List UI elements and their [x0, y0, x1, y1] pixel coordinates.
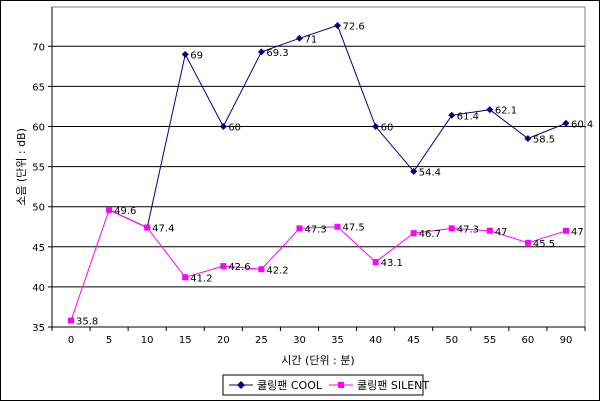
x-tick-label: 10 [141, 335, 154, 346]
x-tick-label: 30 [293, 335, 306, 346]
series-0-point [448, 111, 456, 119]
data-label-series-1: 41.2 [190, 273, 212, 284]
series-0-point [524, 135, 532, 143]
series-0-point [410, 167, 418, 175]
series-1-point [68, 317, 75, 324]
y-tick-label: 45 [32, 243, 45, 254]
series-0-point [562, 119, 570, 127]
x-tick-label: 25 [255, 335, 268, 346]
series-1-point [296, 225, 303, 232]
series-1-point [334, 223, 341, 230]
x-axis-title: 시간 (단위 : 분) [281, 354, 354, 367]
data-label-series-0: 69.3 [266, 48, 288, 59]
x-tick-label: 90 [560, 335, 573, 346]
data-label-series-1: 47.4 [152, 224, 174, 235]
data-label-series-1: 47 [495, 227, 508, 238]
x-tick-label: 45 [407, 335, 420, 346]
x-tick-label: 60 [522, 335, 535, 346]
series-0-point [372, 122, 380, 130]
y-tick-label: 35 [32, 323, 45, 334]
series-1-point [144, 224, 151, 231]
legend-silent-label: 쿨링팬 SILENT [357, 379, 429, 392]
series-0-point [334, 21, 342, 29]
data-label-series-0: 69 [190, 50, 203, 61]
data-label-series-0: 54.4 [419, 167, 441, 178]
data-label-series-1: 46.7 [419, 229, 441, 240]
x-tick-label: 40 [369, 335, 382, 346]
x-tick-label: 20 [217, 335, 230, 346]
x-tick-label: 35 [331, 335, 344, 346]
y-tick-label: 70 [32, 42, 45, 53]
data-label-series-1: 47.3 [457, 224, 479, 235]
series-1-point [524, 239, 531, 246]
y-tick-label: 60 [32, 122, 45, 133]
series-1-point [258, 266, 265, 273]
series-0-point [219, 122, 227, 130]
x-tick-label: 0 [68, 335, 74, 346]
series-1-point [372, 259, 379, 266]
data-label-series-1: 49.6 [114, 206, 136, 217]
series-1-point [448, 225, 455, 232]
series-1-point [562, 227, 569, 234]
data-label-series-0: 60 [228, 122, 241, 133]
data-label-series-0: 72.6 [343, 21, 365, 32]
x-tick-label: 55 [483, 335, 496, 346]
data-label-series-0: 62.1 [495, 106, 517, 117]
x-tick-label: 15 [179, 335, 192, 346]
series-0-point [181, 50, 189, 58]
data-label-series-1: 42.6 [228, 262, 250, 273]
series-1-point [106, 206, 113, 213]
legend-cool-marker [237, 381, 245, 389]
data-label-series-1: 45.5 [533, 239, 555, 250]
y-tick-label: 50 [32, 203, 45, 214]
series-layer [68, 21, 570, 324]
y-axis-title: 소음 (단위 : dB) [15, 128, 28, 206]
x-tick-label: 5 [106, 335, 112, 346]
legend-silent-marker [338, 382, 344, 388]
data-label-series-1: 47 [571, 227, 584, 238]
data-label-series-1: 42.2 [266, 265, 288, 276]
series-0-point [295, 34, 303, 42]
data-label-series-1: 47.5 [343, 223, 365, 234]
series-1-point [486, 227, 493, 234]
series-line-1 [70, 209, 567, 321]
legend: 쿨링팬 COOL 쿨링팬 SILENT [222, 374, 429, 396]
series-0-point [486, 106, 494, 114]
y-tick-label: 40 [32, 283, 45, 294]
x-tick-label: 50 [445, 335, 458, 346]
data-label-series-0: 60 [381, 122, 394, 133]
data-label-series-0: 58.5 [533, 135, 555, 146]
data-label-series-1: 35.8 [76, 317, 98, 328]
data-labels: 69 60 69.3 71 72.6 60 54.4 61.4 62.1 58.5 60.4 35.8… [76, 21, 593, 327]
data-label-series-1: 47.3 [304, 224, 326, 235]
legend-cool-label: 쿨링팬 COOL [257, 379, 323, 392]
data-label-series-0: 71 [304, 34, 317, 45]
series-1-point [410, 230, 417, 237]
y-tick-label: 65 [32, 82, 45, 93]
data-label-series-1: 43.1 [381, 258, 403, 269]
grid-lines [52, 45, 585, 288]
data-label-series-0: 61.4 [457, 111, 479, 122]
y-tick-label: 55 [32, 163, 45, 174]
series-1-point [182, 274, 189, 281]
data-label-series-0: 60.4 [571, 119, 593, 130]
series-1-point [220, 263, 227, 270]
axes: 35 40 45 50 55 60 65 70 0 5 10 15 20 25 30 35 40 45 50 55 60… [32, 7, 586, 346]
legend-box [222, 374, 424, 396]
series-0-point [257, 48, 265, 56]
